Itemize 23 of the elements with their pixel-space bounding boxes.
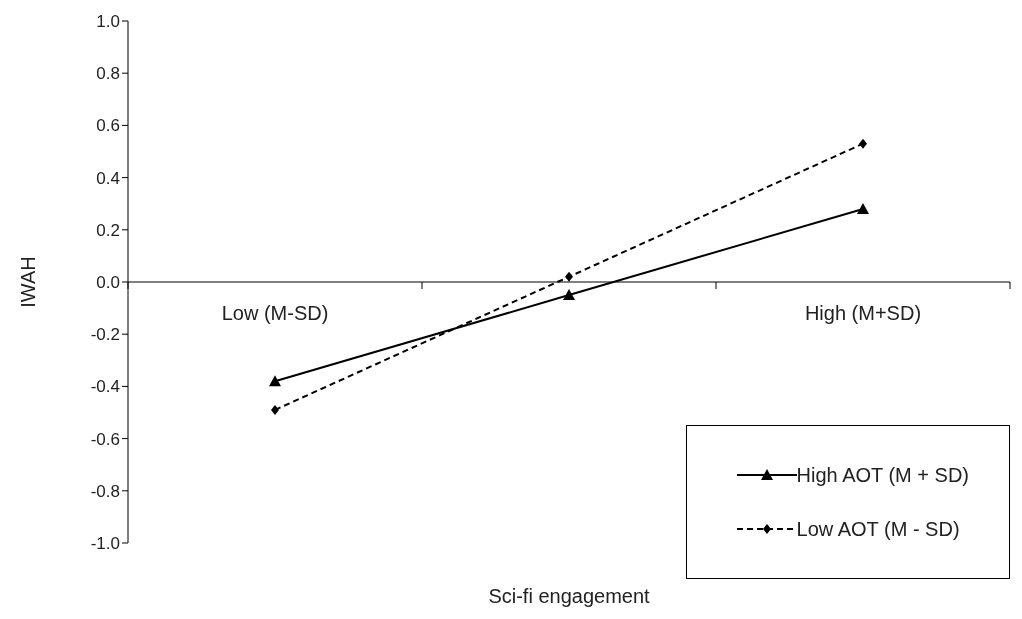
legend-label: High AOT (M + SD) [796, 463, 969, 487]
point [565, 271, 573, 282]
y-tick-label: 0.2 [96, 220, 120, 240]
y-tick-label: 0.6 [96, 116, 120, 136]
y-tick-label: 0.0 [96, 273, 120, 293]
y-tick-label: -0.6 [90, 429, 120, 449]
y-tick-label: -0.2 [90, 325, 120, 345]
y-tick-label: -0.4 [90, 377, 120, 397]
point [563, 289, 575, 301]
y-tick-label: 1.0 [96, 12, 120, 32]
y-tick-label: 0.4 [96, 168, 120, 188]
point [859, 138, 867, 149]
y-tick-label: 0.8 [96, 64, 120, 84]
y-tick-label: -1.0 [90, 534, 120, 554]
x-tick-label: Low (M-SD) [221, 302, 329, 324]
point [269, 375, 281, 387]
legend-label: Low AOT (M - SD) [796, 517, 960, 541]
x-axis-title: Sci-fi engagement [488, 585, 651, 607]
y-axis-title: IWAH [17, 256, 40, 308]
y-tick-label: -0.8 [90, 481, 120, 501]
x-tick-label: High (M+SD) [804, 302, 922, 324]
point [271, 404, 279, 415]
point [857, 202, 869, 214]
